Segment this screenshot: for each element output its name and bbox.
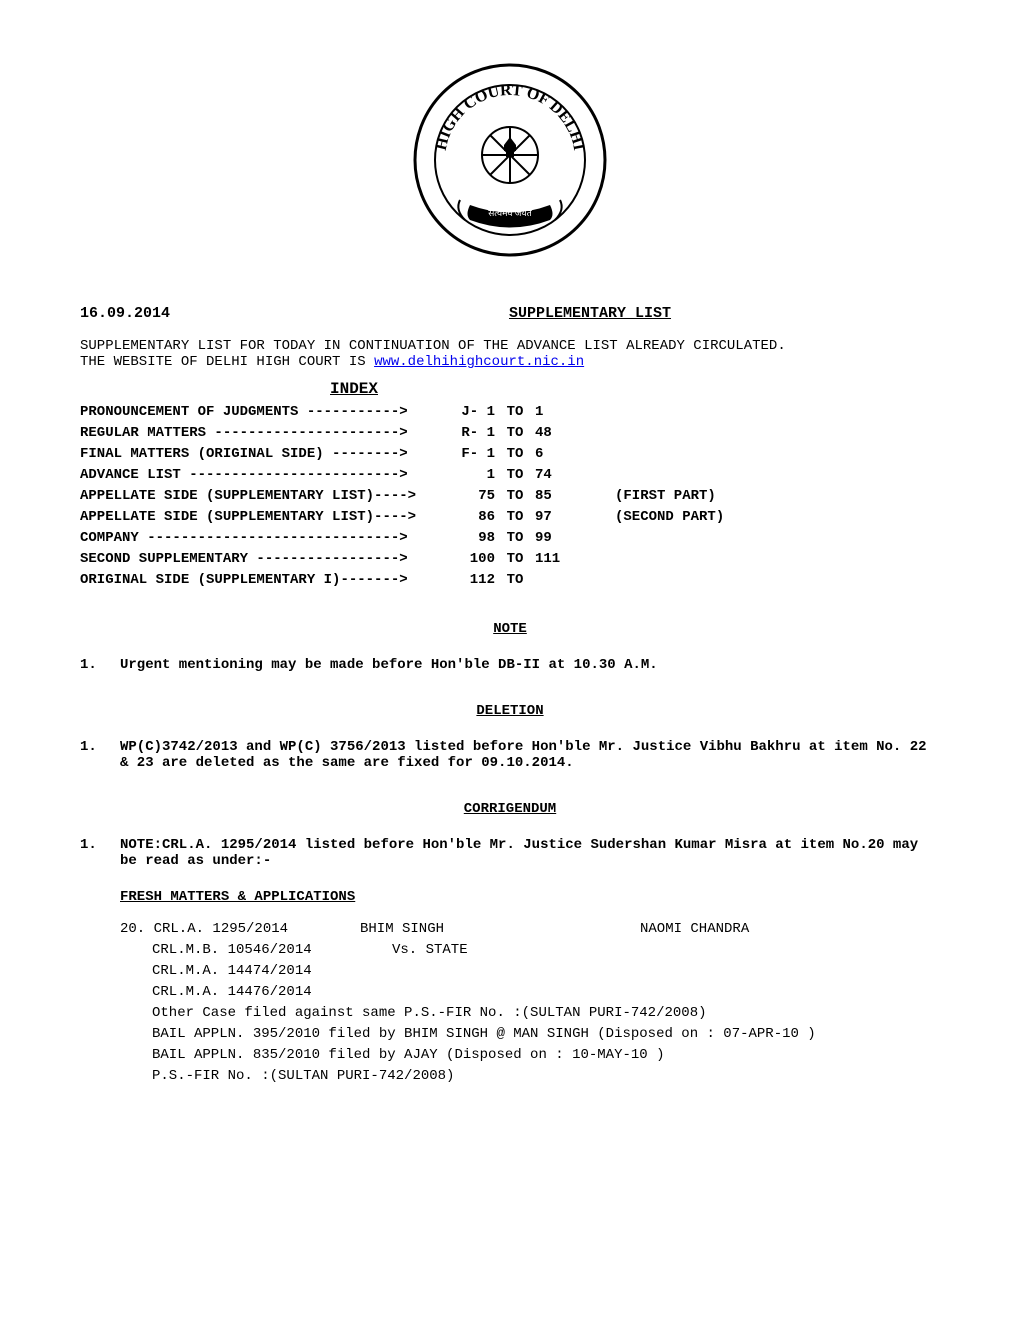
corrigendum-item: 1. NOTE:CRL.A. 1295/2014 listed before H… (80, 837, 940, 869)
case-sub-num: CRL.M.B. 10546/2014 (152, 940, 392, 961)
case-other-info: BAIL APPLN. 835/2010 filed by AJAY (Disp… (152, 1045, 940, 1066)
index-label: APPELLATE SIDE (SUPPLEMENTARY LIST)----> (80, 507, 425, 528)
case-other-info: P.S.-FIR No. :(SULTAN PURI-742/2008) (152, 1066, 940, 1087)
deletion-num: 1. (80, 739, 120, 771)
index-to: TO (495, 570, 535, 591)
court-seal: HIGH COURT OF DELHI सत्यमेव जयते (80, 60, 940, 265)
index-to: TO (495, 402, 535, 423)
index-from: 100 (425, 549, 495, 570)
index-from: F- 1 (425, 444, 495, 465)
index-label: APPELLATE SIDE (SUPPLEMENTARY LIST)----> (80, 486, 425, 507)
index-note: (FIRST PART) (585, 486, 940, 507)
case-counsel: NAOMI CHANDRA (640, 919, 940, 940)
index-end: 6 (535, 444, 585, 465)
index-note (585, 549, 940, 570)
note-item: 1. Urgent mentioning may be made before … (80, 657, 940, 673)
intro-line-2: THE WEBSITE OF DELHI HIGH COURT IS www.d… (80, 354, 940, 370)
index-title: INDEX (330, 380, 940, 398)
svg-text:सत्यमेव जयते: सत्यमेव जयते (488, 207, 532, 218)
deletion-item: 1. WP(C)3742/2013 and WP(C) 3756/2013 li… (80, 739, 940, 771)
index-note (585, 444, 940, 465)
case-sub-num: CRL.M.A. 14474/2014 (152, 961, 940, 982)
index-row: COMPANY ------------------------------> … (80, 528, 940, 549)
intro-line-1: SUPPLEMENTARY LIST FOR TODAY IN CONTINUA… (80, 338, 940, 354)
index-row: ADVANCE LIST -------------------------> … (80, 465, 940, 486)
case-other-info: Other Case filed against same P.S.-FIR N… (152, 1003, 940, 1024)
corrigendum-num: 1. (80, 837, 120, 869)
case-other-info: BAIL APPLN. 395/2010 filed by BHIM SINGH… (152, 1024, 940, 1045)
case-party-vs: Vs. STATE (392, 940, 672, 961)
index-note (585, 423, 940, 444)
deletion-text: WP(C)3742/2013 and WP(C) 3756/2013 liste… (120, 739, 940, 771)
note-section-title: NOTE (80, 621, 940, 637)
index-note (585, 465, 940, 486)
index-from: 86 (425, 507, 495, 528)
fresh-matters-heading: FRESH MATTERS & APPLICATIONS (120, 889, 940, 905)
corrigendum-section-title: CORRIGENDUM (80, 801, 940, 817)
index-label: PRONOUNCEMENT OF JUDGMENTS -----------> (80, 402, 425, 423)
court-website-link[interactable]: www.delhihighcourt.nic.in (374, 354, 584, 370)
index-label: FINAL MATTERS (ORIGINAL SIDE) --------> (80, 444, 425, 465)
document-date: 16.09.2014 (80, 305, 360, 322)
index-note: (SECOND PART) (585, 507, 940, 528)
document-title: SUPPLEMENTARY LIST (360, 305, 820, 322)
index-row: APPELLATE SIDE (SUPPLEMENTARY LIST)---->… (80, 507, 940, 528)
index-row: SECOND SUPPLEMENTARY -----------------> … (80, 549, 940, 570)
index-label: REGULAR MATTERS ----------------------> (80, 423, 425, 444)
index-end: 74 (535, 465, 585, 486)
index-to: TO (495, 423, 535, 444)
index-to: TO (495, 465, 535, 486)
index-from: J- 1 (425, 402, 495, 423)
index-end: 1 (535, 402, 585, 423)
case-block: 20. CRL.A. 1295/2014 BHIM SINGH NAOMI CH… (120, 919, 940, 1087)
index-to: TO (495, 444, 535, 465)
index-from: 112 (425, 570, 495, 591)
intro-prefix: THE WEBSITE OF DELHI HIGH COURT IS (80, 354, 374, 370)
index-end: 97 (535, 507, 585, 528)
index-row: FINAL MATTERS (ORIGINAL SIDE) --------> … (80, 444, 940, 465)
index-row: REGULAR MATTERS ----------------------> … (80, 423, 940, 444)
index-label: ADVANCE LIST -------------------------> (80, 465, 425, 486)
index-from: 1 (425, 465, 495, 486)
note-num: 1. (80, 657, 120, 673)
index-to: TO (495, 549, 535, 570)
case-sub-num: CRL.M.A. 14476/2014 (152, 982, 940, 1003)
index-table: PRONOUNCEMENT OF JUDGMENTS -----------> … (80, 402, 940, 591)
note-text: Urgent mentioning may be made before Hon… (120, 657, 940, 673)
index-end: 85 (535, 486, 585, 507)
index-end (535, 570, 585, 591)
index-row: ORIGINAL SIDE (SUPPLEMENTARY I)-------> … (80, 570, 940, 591)
index-to: TO (495, 486, 535, 507)
index-end: 99 (535, 528, 585, 549)
corrigendum-text: NOTE:CRL.A. 1295/2014 listed before Hon'… (120, 837, 940, 869)
index-note (585, 570, 940, 591)
index-to: TO (495, 528, 535, 549)
index-from: R- 1 (425, 423, 495, 444)
deletion-section-title: DELETION (80, 703, 940, 719)
index-from: 98 (425, 528, 495, 549)
index-from: 75 (425, 486, 495, 507)
index-row: APPELLATE SIDE (SUPPLEMENTARY LIST)---->… (80, 486, 940, 507)
index-end: 48 (535, 423, 585, 444)
index-row: PRONOUNCEMENT OF JUDGMENTS -----------> … (80, 402, 940, 423)
case-party: BHIM SINGH (360, 919, 640, 940)
index-label: SECOND SUPPLEMENTARY -----------------> (80, 549, 425, 570)
case-main-num: 20. CRL.A. 1295/2014 (120, 919, 360, 940)
index-note (585, 402, 940, 423)
index-label: COMPANY ------------------------------> (80, 528, 425, 549)
index-note (585, 528, 940, 549)
index-label: ORIGINAL SIDE (SUPPLEMENTARY I)-------> (80, 570, 425, 591)
index-end: 111 (535, 549, 585, 570)
index-to: TO (495, 507, 535, 528)
